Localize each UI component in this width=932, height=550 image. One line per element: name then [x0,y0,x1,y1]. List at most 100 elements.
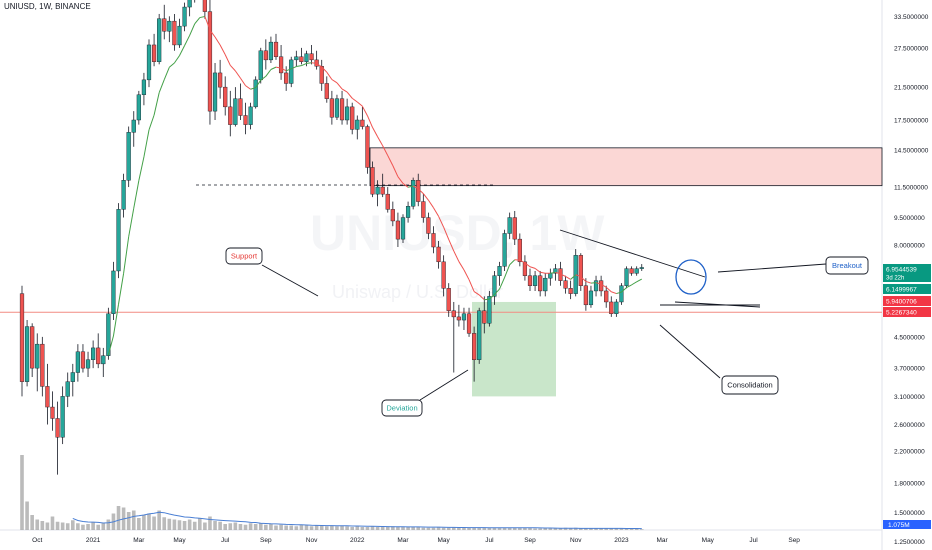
candle-body [268,41,274,61]
candle-body [136,94,141,121]
ema-segment [468,279,475,292]
ema-segment [321,66,328,73]
volume-bar [248,523,253,530]
candle-body [375,186,380,195]
volume-bar [218,521,222,530]
volume-bar [385,527,390,530]
candle-body [380,186,385,195]
candle-body [309,53,314,61]
breakout-circle [675,259,707,295]
volume-bar [182,521,187,530]
candle-body [101,355,106,365]
candle-body [55,418,60,438]
candle-body [517,238,522,263]
candle-body [248,106,253,125]
candle-body [65,381,70,397]
volume-bar [264,524,268,530]
ema-segment [234,70,241,79]
candle-body [573,255,578,294]
volume-ma-line [72,511,642,530]
ema-segment [301,62,307,67]
volume-bar [411,527,415,530]
volume-bar [477,527,481,530]
candle-body [639,267,644,269]
ema-segment [402,183,409,188]
ema-segment [519,259,526,264]
ema-segment [600,283,607,288]
candle-body [411,180,416,207]
volume-bar [416,527,421,530]
y-tick-label: 11.5000000 [894,185,928,192]
ema-segment [372,127,379,137]
candle-body [218,72,223,88]
candle-body [182,6,187,27]
x-tick-label: Jul [485,537,494,544]
candle-body [233,98,238,125]
volume-bar [365,527,370,530]
price-label-value: 6.9544539 [886,267,917,274]
candle-body [507,217,512,234]
volume-bar [507,527,512,530]
candle-body [121,180,126,210]
candle-body [329,98,334,118]
volume-bar [492,527,497,530]
candle-body [350,106,355,130]
ema-segment [250,87,256,90]
volume-bar [512,527,517,530]
candle-body [116,209,121,272]
candle-body [604,290,609,303]
y-tick-label: 3.7000000 [894,366,925,373]
candle-body [85,359,91,369]
candle-body [502,233,507,267]
candle-body [111,270,116,314]
volume-bar [25,501,29,530]
ema-segment [336,82,343,90]
candle-body [167,20,172,32]
volume-bar [543,528,548,530]
volume-bar [436,527,441,530]
candle-body [431,233,436,248]
candle-body [538,275,543,292]
volume-bar [619,528,624,530]
candle-body [207,11,213,112]
volume-bar [45,522,50,530]
candle-body [527,275,533,286]
candle-body [426,217,431,234]
volume-bar [548,528,553,530]
ema-segment [123,236,130,274]
x-tick-label: 2022 [350,537,365,544]
price-label-bg [883,296,931,306]
candle-body [278,56,284,74]
ema-segment [138,156,145,181]
volume-bar [487,527,492,530]
x-tick-label: 2021 [86,537,101,544]
y-tick-label: 1.2500000 [894,539,925,546]
lower-trendline-b [674,301,761,308]
candle-body [258,50,263,81]
deviation-callout-label: Deviation [386,404,417,413]
volume-bar [467,527,471,530]
y-tick-label: 21.5000000 [894,85,929,92]
volume-bar [568,528,573,530]
candle-body [162,18,167,32]
ema-segment [438,216,445,228]
ema-segment [570,274,577,280]
x-tick-label: Nov [570,537,582,544]
y-tick-label: 27.5000000 [894,45,929,52]
breakout-callout-box [825,256,869,275]
ema-segment [189,23,196,36]
candle-body [461,313,467,321]
volume-bar [101,523,106,530]
volume-bar [345,526,349,530]
candle-body [273,41,279,57]
candle-body [202,0,207,12]
candle-body [263,50,268,61]
ema-segment [199,15,205,19]
candle-body [30,326,35,369]
volume-bar [446,527,451,530]
volume-bar [457,527,461,530]
volume-bar [208,516,212,530]
ema-segment [560,273,566,277]
